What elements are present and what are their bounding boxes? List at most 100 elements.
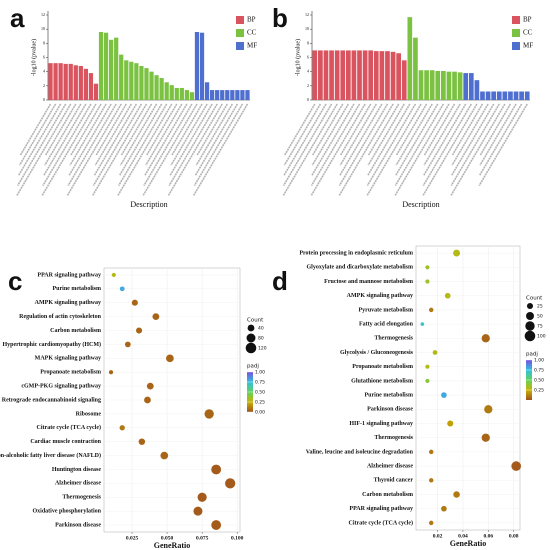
label-placeholder	[395, 103, 439, 176]
bar	[124, 60, 129, 100]
bar	[524, 91, 530, 100]
label-placeholder	[367, 103, 405, 166]
y-tick-label: 12	[41, 12, 45, 17]
color-tick-label: 0.75	[534, 368, 544, 374]
y-tick-label: Alzheimer disease	[55, 481, 101, 487]
bar	[245, 90, 250, 100]
bar	[396, 53, 401, 100]
label-placeholder	[196, 103, 228, 156]
bar	[508, 91, 513, 100]
color-tick-label: 0.50	[255, 390, 265, 396]
y-tick-label: Glyoxylate and dicarboxylate metabolism	[307, 265, 414, 271]
bar	[63, 63, 68, 100]
y-tick-label: Thyroid cancer	[374, 478, 414, 484]
label-placeholder	[310, 103, 361, 187]
x-tick-label: 0.075	[196, 535, 209, 541]
bar	[144, 68, 149, 100]
bar	[424, 70, 429, 100]
y-tick-label: HIF-1 signaling pathway	[349, 421, 413, 427]
point	[144, 396, 151, 404]
panel-label: b	[272, 3, 288, 33]
bar	[480, 91, 485, 100]
legend-swatch	[512, 42, 520, 50]
x-axis-label: Description	[130, 200, 167, 209]
label-placeholder	[423, 103, 456, 156]
bar	[418, 70, 424, 100]
size-legend-title: Count	[247, 318, 264, 324]
y-tick-label: Fatty acid elongation	[359, 321, 414, 327]
label-placeholder	[311, 103, 350, 166]
point	[428, 307, 434, 313]
y-tick-label: 12	[305, 12, 309, 17]
bar	[174, 87, 179, 100]
y-tick-label: Citrate cycle (TCA cycle)	[37, 424, 101, 431]
x-tick-label: 0.06	[483, 533, 493, 539]
label-placeholder	[143, 103, 193, 187]
label-placeholder	[118, 103, 163, 176]
point	[481, 433, 490, 442]
x-axis-label: GeneRatio	[154, 541, 190, 550]
label-placeholder	[451, 103, 484, 156]
y-tick-label: Propanoate metabolism	[352, 364, 413, 370]
point	[211, 464, 222, 475]
legend-swatch	[236, 42, 244, 50]
panel-label: d	[272, 266, 288, 296]
legend-label: BP	[247, 16, 256, 24]
label-placeholder	[394, 103, 445, 187]
y-tick-label: PPAR signaling pathway	[349, 506, 413, 512]
size-legend-dot	[246, 333, 256, 343]
bar	[452, 71, 457, 100]
point	[131, 299, 138, 306]
x-tick-label: 0.08	[509, 533, 519, 539]
point	[111, 272, 116, 278]
point	[453, 491, 460, 498]
bar	[129, 61, 134, 100]
label-placeholder	[283, 103, 327, 176]
label-placeholder	[168, 103, 218, 187]
bar	[329, 50, 334, 100]
bar	[134, 63, 139, 100]
y-tick-label: Hypertrophic cardiomyopathy (HCM)	[2, 341, 101, 348]
bar	[496, 91, 502, 100]
label-placeholder	[146, 103, 178, 156]
y-tick-label: AMPK signaling pathway	[35, 300, 101, 306]
bar	[429, 70, 435, 100]
size-legend-dot	[526, 302, 534, 310]
color-tick-label: 1.00	[534, 358, 544, 364]
label-placeholder	[92, 103, 143, 187]
label-placeholder	[284, 103, 316, 156]
label-placeholder	[338, 103, 394, 197]
bar	[159, 78, 164, 100]
x-tick-label: 0.050	[161, 535, 174, 541]
label-placeholder	[478, 103, 528, 187]
point	[119, 286, 125, 292]
bar	[407, 17, 413, 100]
point	[152, 313, 160, 321]
bar	[194, 32, 200, 100]
legend-label: MF	[523, 42, 533, 50]
legend-label: MF	[247, 42, 257, 50]
y-tick-label: PPAR signaling pathway	[37, 272, 101, 278]
bar	[390, 51, 396, 100]
size-legend-label: 40	[258, 326, 264, 332]
bar	[199, 32, 205, 101]
y-tick-label: Cardiac muscle contraction	[30, 439, 101, 445]
label-placeholder	[395, 103, 428, 156]
y-tick-label: 4	[307, 69, 309, 74]
label-placeholder	[44, 103, 82, 166]
y-tick-label: Non-alcoholic fatty liver disease (NAFLD…	[0, 452, 101, 459]
point	[428, 449, 434, 455]
legend-swatch	[512, 16, 520, 24]
point	[447, 420, 454, 427]
bar	[379, 51, 385, 100]
label-placeholder	[145, 103, 183, 166]
bar	[119, 54, 124, 100]
y-tick-label: Huntington disease	[52, 467, 102, 473]
label-placeholder	[366, 103, 417, 187]
label-placeholder	[69, 103, 107, 166]
point	[425, 279, 430, 284]
bar	[189, 92, 195, 100]
bar	[88, 73, 94, 100]
bar	[474, 80, 480, 100]
x-tick-label: 0.04	[458, 533, 468, 539]
